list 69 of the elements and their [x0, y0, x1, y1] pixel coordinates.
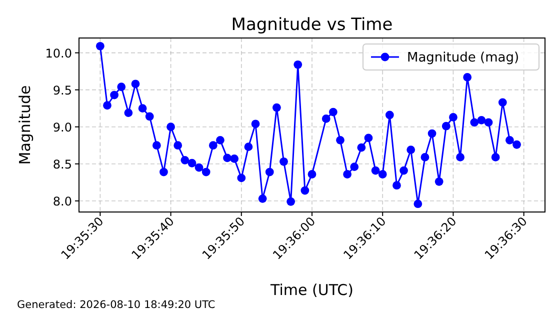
point [477, 116, 486, 124]
point [371, 166, 380, 175]
point [152, 141, 161, 150]
point [160, 168, 168, 176]
point [449, 113, 458, 122]
y-tick-label: 8.5 [52, 157, 72, 172]
point [96, 42, 104, 50]
point [244, 142, 253, 152]
point [265, 168, 274, 176]
point [385, 110, 394, 120]
point [498, 98, 507, 107]
point [188, 158, 196, 168]
point [343, 170, 352, 178]
y-tick-label: 8.0 [52, 194, 72, 208]
chart-title: Magnitude vs Time [231, 15, 393, 35]
point [194, 163, 204, 172]
point [364, 134, 373, 142]
point [166, 122, 175, 132]
point [280, 157, 288, 166]
point [294, 60, 302, 69]
point [400, 166, 408, 175]
y-tick-label: 10.0 [45, 46, 72, 60]
point [223, 154, 232, 162]
point [202, 168, 210, 176]
point [406, 146, 416, 154]
point [208, 141, 218, 150]
point [251, 120, 260, 128]
point [180, 156, 190, 164]
point [230, 154, 239, 163]
legend-label: Magnitude (mag) [407, 50, 520, 66]
text: Generated: 2026-08-10 18:49:20 UTC [17, 299, 216, 311]
point [442, 122, 450, 130]
point [258, 194, 267, 203]
point [414, 200, 422, 208]
point [470, 118, 479, 127]
point [103, 101, 112, 110]
point [350, 162, 359, 172]
point [336, 136, 344, 144]
point [308, 170, 316, 178]
point [512, 140, 521, 149]
point [456, 153, 464, 162]
y-tick-label: 9.5 [52, 83, 72, 98]
point [110, 90, 119, 100]
point [138, 104, 147, 113]
point [174, 141, 182, 150]
point [300, 186, 310, 195]
point [428, 129, 436, 138]
y-axis-title: Magnitude [16, 85, 34, 165]
point [117, 82, 126, 92]
point [322, 114, 330, 123]
x-axis-title: Time (UTC) [270, 281, 354, 299]
point [272, 103, 281, 112]
point [491, 153, 500, 162]
point [434, 177, 444, 186]
point [286, 197, 296, 206]
point [463, 73, 472, 82]
y-tick-label: 9.0 [52, 120, 72, 134]
point [328, 108, 338, 116]
point [124, 108, 133, 117]
point [237, 174, 246, 182]
point [357, 143, 366, 152]
point [378, 170, 387, 178]
point [131, 80, 140, 88]
point [145, 112, 154, 121]
point [392, 181, 401, 190]
point [484, 118, 493, 127]
point [216, 136, 224, 144]
point [420, 153, 430, 162]
point [505, 136, 514, 144]
